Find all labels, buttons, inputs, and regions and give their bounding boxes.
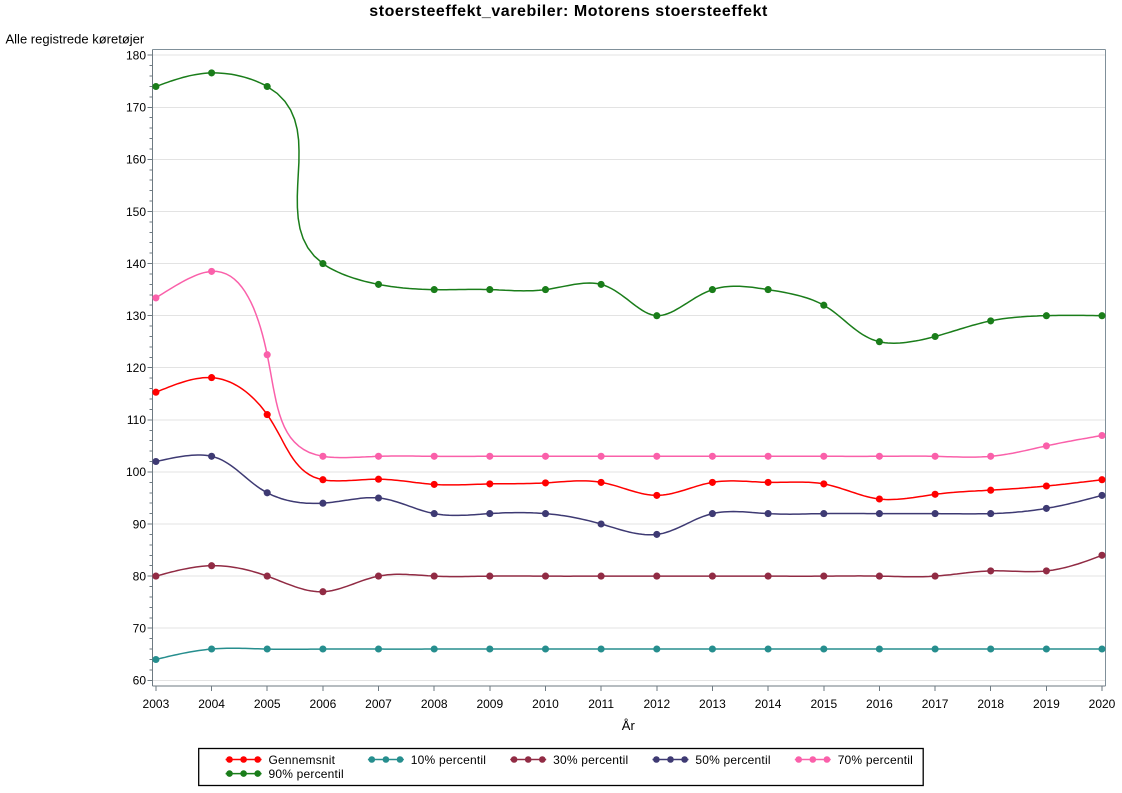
svg-text:90: 90: [133, 517, 147, 531]
svg-text:2017: 2017: [922, 697, 949, 711]
svg-text:150: 150: [126, 205, 146, 219]
svg-text:2004: 2004: [198, 697, 225, 711]
svg-text:2019: 2019: [1033, 697, 1060, 711]
svg-text:2010: 2010: [532, 697, 559, 711]
svg-text:2011: 2011: [588, 697, 614, 711]
svg-text:2020: 2020: [1089, 697, 1116, 711]
svg-text:30% percentil: 30% percentil: [553, 753, 628, 767]
svg-text:2018: 2018: [977, 697, 1004, 711]
svg-text:2009: 2009: [476, 697, 503, 711]
svg-text:2015: 2015: [810, 697, 837, 711]
svg-text:170: 170: [126, 101, 146, 115]
svg-text:2014: 2014: [755, 697, 782, 711]
svg-text:130: 130: [126, 309, 146, 323]
svg-text:70: 70: [133, 622, 147, 636]
svg-text:2003: 2003: [143, 697, 170, 711]
svg-text:80: 80: [133, 569, 147, 583]
svg-text:2016: 2016: [866, 697, 893, 711]
svg-text:Gennemsnit: Gennemsnit: [269, 753, 336, 767]
svg-text:120: 120: [126, 361, 146, 375]
svg-text:70% percentil: 70% percentil: [838, 753, 913, 767]
svg-text:10% percentil: 10% percentil: [411, 753, 486, 767]
svg-text:Alle registrede køretøjer: Alle registrede køretøjer: [6, 32, 145, 47]
svg-text:110: 110: [127, 413, 146, 427]
svg-text:stoersteeffekt_varebiler: Moto: stoersteeffekt_varebiler: Motorens stoer…: [369, 3, 768, 20]
svg-text:180: 180: [126, 49, 146, 63]
svg-text:50% percentil: 50% percentil: [695, 753, 770, 767]
svg-text:2005: 2005: [254, 697, 281, 711]
svg-text:2013: 2013: [699, 697, 726, 711]
svg-text:2008: 2008: [421, 697, 448, 711]
svg-text:90% percentil: 90% percentil: [269, 767, 344, 781]
svg-text:60: 60: [133, 674, 147, 688]
svg-text:100: 100: [126, 465, 146, 479]
svg-text:2006: 2006: [310, 697, 337, 711]
svg-text:140: 140: [126, 257, 146, 271]
svg-text:160: 160: [126, 153, 146, 167]
svg-text:År: År: [622, 718, 636, 733]
svg-text:2007: 2007: [365, 697, 392, 711]
svg-text:2012: 2012: [643, 697, 670, 711]
